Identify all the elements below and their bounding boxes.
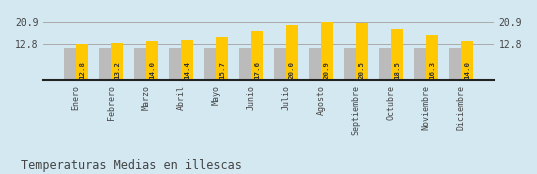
Text: 20.5: 20.5 bbox=[359, 61, 365, 79]
Text: 15.7: 15.7 bbox=[219, 61, 225, 79]
Bar bbox=[379, 48, 391, 80]
Bar bbox=[99, 48, 111, 80]
Bar bbox=[169, 48, 181, 80]
Bar bbox=[64, 48, 76, 80]
Text: 20.0: 20.0 bbox=[289, 61, 295, 79]
Text: 12.8: 12.8 bbox=[79, 61, 85, 79]
Bar bbox=[274, 48, 286, 80]
Bar bbox=[449, 48, 461, 80]
Bar bbox=[413, 48, 426, 80]
Bar bbox=[134, 48, 146, 80]
Bar bbox=[146, 41, 158, 80]
Text: 13.2: 13.2 bbox=[114, 61, 120, 79]
Bar bbox=[239, 48, 251, 80]
Bar bbox=[204, 48, 216, 80]
Bar bbox=[181, 40, 193, 80]
Bar bbox=[391, 29, 403, 80]
Text: 18.5: 18.5 bbox=[394, 61, 400, 79]
Bar bbox=[344, 48, 356, 80]
Bar bbox=[76, 45, 88, 80]
Bar bbox=[356, 23, 368, 80]
Bar bbox=[461, 41, 473, 80]
Bar bbox=[111, 43, 124, 80]
Bar bbox=[309, 48, 321, 80]
Bar bbox=[216, 37, 228, 80]
Text: 14.0: 14.0 bbox=[149, 61, 155, 79]
Text: 14.0: 14.0 bbox=[464, 61, 470, 79]
Text: Temperaturas Medias en illescas: Temperaturas Medias en illescas bbox=[21, 159, 242, 172]
Text: 17.6: 17.6 bbox=[254, 61, 260, 79]
Bar bbox=[251, 31, 263, 80]
Bar bbox=[426, 35, 438, 80]
Bar bbox=[321, 22, 333, 80]
Text: 20.9: 20.9 bbox=[324, 61, 330, 79]
Text: 14.4: 14.4 bbox=[184, 61, 190, 79]
Text: 16.3: 16.3 bbox=[429, 61, 435, 79]
Bar bbox=[286, 25, 298, 80]
